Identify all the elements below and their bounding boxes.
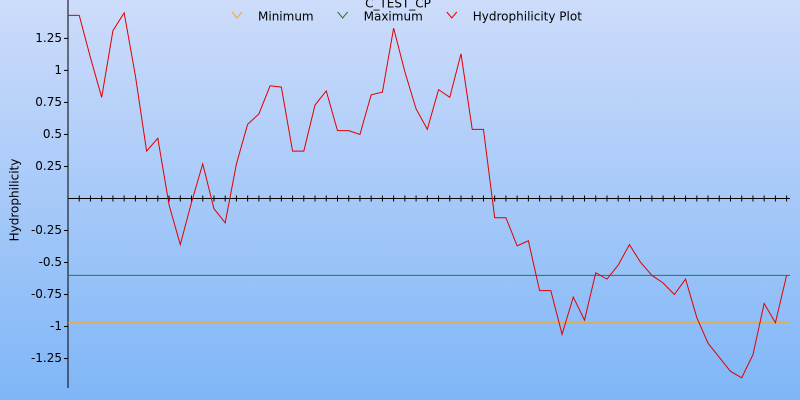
y-tick-label: -1 xyxy=(50,319,62,333)
y-tick-label: -0.75 xyxy=(31,287,62,301)
y-tick-label: 1.25 xyxy=(35,31,62,45)
data-line xyxy=(68,11,788,379)
legend-label: Hydrophilicity Plot xyxy=(473,10,582,24)
legend-icon xyxy=(446,11,458,19)
y-tick-label: -0.25 xyxy=(31,223,62,237)
y-tick-label: 1 xyxy=(54,63,62,77)
legend-label: Maximum xyxy=(364,10,423,24)
y-tick-label: 0.5 xyxy=(43,127,62,141)
y-tick-label: -1.25 xyxy=(31,351,62,365)
chart-title: C_TEST_CP xyxy=(365,0,431,11)
y-axis-label: Hydrophilicity xyxy=(8,159,22,242)
y-tick-label: -0.5 xyxy=(39,255,62,269)
legend-icon xyxy=(337,11,349,19)
legend-icon xyxy=(231,11,243,19)
legend-label: Minimum xyxy=(258,10,314,24)
y-tick-label: 0.25 xyxy=(35,159,62,173)
y-tick-label: 0.75 xyxy=(35,95,62,109)
